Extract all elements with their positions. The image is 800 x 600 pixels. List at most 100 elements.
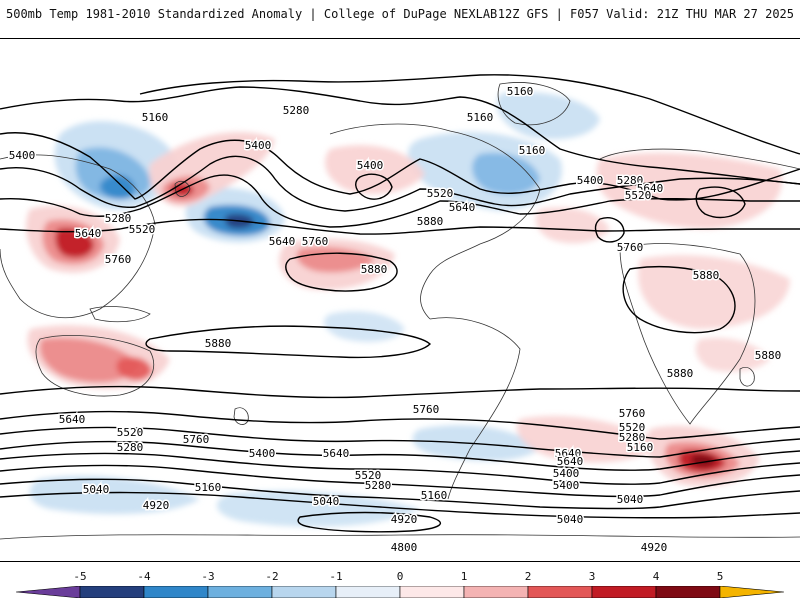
warm-anomaly-china-strong bbox=[55, 227, 94, 258]
contour-label-halo: 4800 bbox=[391, 541, 418, 554]
colorbar-tick-label: -4 bbox=[137, 570, 151, 583]
warm-anomaly-australia-core bbox=[116, 357, 152, 381]
colorbar-tick-label: -2 bbox=[265, 570, 279, 583]
contour-5880-tropics bbox=[145, 325, 432, 359]
colorbar-tick-label: 1 bbox=[460, 570, 468, 583]
contour-label: 5520 bbox=[619, 421, 646, 434]
contour-label-halo: 5400 bbox=[9, 149, 36, 162]
contour-label: 5880 bbox=[361, 263, 388, 276]
contour-label: 5760 bbox=[105, 253, 132, 266]
contour-label-halo: 5760 bbox=[617, 241, 644, 254]
coastline-australia bbox=[35, 335, 155, 397]
contour-label: 5640 bbox=[323, 447, 350, 460]
contour-label-halo: 5160 bbox=[467, 111, 494, 124]
contour-label-halo: 5280 bbox=[617, 174, 644, 187]
contour-label-halo: 5760 bbox=[302, 235, 329, 248]
colorbar-segment bbox=[591, 586, 657, 598]
colorbar-segment bbox=[399, 586, 465, 598]
contour-5040-south bbox=[0, 478, 800, 510]
contour-label-halo: 5520 bbox=[625, 189, 652, 202]
colorbar-segment bbox=[463, 586, 529, 598]
contour-label-halo: 5160 bbox=[507, 85, 534, 98]
header: 500mb Temp 1981-2010 Standardized Anomal… bbox=[0, 0, 800, 30]
contour-label: 5760 bbox=[617, 241, 644, 254]
contour-label: 4920 bbox=[641, 541, 668, 554]
contour-label: 5400 bbox=[357, 159, 384, 172]
contour-label: 5280 bbox=[619, 431, 646, 444]
map-frame: 5160 5160 5280 5280 5160 5160 5400 5400 5280 5280… bbox=[0, 38, 800, 562]
coastlines bbox=[0, 82, 800, 540]
contour-label-halo: 5520 bbox=[427, 187, 454, 200]
coastline-madagascar bbox=[739, 366, 755, 387]
contour-label-halo: 5640 bbox=[555, 447, 582, 460]
contour-5520-south bbox=[0, 426, 800, 458]
contour-label: 5760 bbox=[619, 407, 646, 420]
contour-label-halo: 5280 bbox=[117, 441, 144, 454]
colorbar-tick-label: 4 bbox=[652, 570, 660, 583]
warm-anomaly-europe bbox=[596, 152, 782, 229]
contour-label-halo: 5880 bbox=[205, 337, 232, 350]
coastline-indonesia bbox=[89, 306, 151, 323]
coastline-south-america bbox=[429, 317, 521, 500]
contour-label-halo: 5160 bbox=[195, 481, 222, 494]
contour-label: 5400 bbox=[245, 139, 272, 152]
cold-anomaly-kamchatka bbox=[99, 174, 135, 200]
contour-5280-north bbox=[0, 86, 800, 185]
warm-anomaly-north-africa bbox=[695, 337, 770, 372]
contour-label-halo: 5520 bbox=[117, 426, 144, 439]
anomaly-map: 5160516052805280516051605400540052805280… bbox=[0, 74, 800, 556]
contour-label-halo: 5040 bbox=[617, 493, 644, 506]
contour-label-halo: 5640 bbox=[323, 447, 350, 460]
contour-label: 5640 bbox=[269, 235, 296, 248]
contour-label-halo: 5880 bbox=[417, 215, 444, 228]
contour-label-halo: 5640 bbox=[557, 455, 584, 468]
contour-label: 5760 bbox=[413, 403, 440, 416]
contour-label-halo: 5640 bbox=[637, 182, 664, 195]
anomaly-shading bbox=[26, 91, 790, 527]
contour-label-halo: 5400 bbox=[553, 467, 580, 480]
contour-label: 5400 bbox=[577, 174, 604, 187]
contour-label-halo: 5280 bbox=[283, 104, 310, 117]
contour-label: 5880 bbox=[417, 215, 444, 228]
contour-5640-south bbox=[0, 410, 800, 440]
contour-label: 5160 bbox=[195, 481, 222, 494]
coastline-antarctica bbox=[0, 534, 800, 540]
warm-anomaly-africa bbox=[638, 255, 790, 329]
contour-label: 5040 bbox=[557, 513, 584, 526]
contour-label-halo: 5400 bbox=[553, 479, 580, 492]
run-info: 12Z GFS | F057 Valid: 21Z THU MAR 27 202… bbox=[497, 7, 794, 21]
contour-label-halo: 5160 bbox=[627, 441, 654, 454]
colorbar-end-cap-high bbox=[719, 586, 785, 598]
contour-label: 5280 bbox=[105, 212, 132, 225]
contour-label: 5520 bbox=[129, 223, 156, 236]
warm-anomaly-canada bbox=[325, 145, 425, 194]
contour-label: 5400 bbox=[249, 447, 276, 460]
contour-label: 5640 bbox=[75, 227, 102, 240]
coastline-greenland bbox=[497, 82, 571, 126]
contour-label-halo: 5520 bbox=[355, 469, 382, 482]
coastline-europe bbox=[599, 148, 800, 170]
contour-label: 4800 bbox=[391, 541, 418, 554]
contour-label: 5520 bbox=[625, 189, 652, 202]
contour-label-halo: 4920 bbox=[391, 513, 418, 526]
colorbar-segment bbox=[655, 586, 721, 598]
contour-label: 5760 bbox=[302, 235, 329, 248]
contour-label-halo: 5880 bbox=[755, 349, 782, 362]
colorbar-tick-label: -1 bbox=[329, 570, 343, 583]
contour-label: 5880 bbox=[667, 367, 694, 380]
contour-5400-south bbox=[0, 440, 800, 471]
contour-label-halo: 5280 bbox=[619, 431, 646, 444]
contour-label: 5040 bbox=[313, 495, 340, 508]
cold-anomaly-southern-ocean-west bbox=[29, 475, 201, 515]
contour-5160-south bbox=[0, 464, 800, 497]
contour-label: 5640 bbox=[59, 413, 86, 426]
colorbar-tick-label: -5 bbox=[73, 570, 87, 583]
colorbar-segment bbox=[335, 586, 401, 598]
colorbar-tick-label: -3 bbox=[201, 570, 215, 583]
contour-label: 5280 bbox=[117, 441, 144, 454]
contour-labels: 5160516052805280516051605400540052805280… bbox=[7, 84, 783, 556]
coastline-africa bbox=[619, 243, 756, 425]
contour-label: 5640 bbox=[449, 201, 476, 214]
contour-label: 5400 bbox=[553, 479, 580, 492]
contour-label: 5160 bbox=[421, 489, 448, 502]
